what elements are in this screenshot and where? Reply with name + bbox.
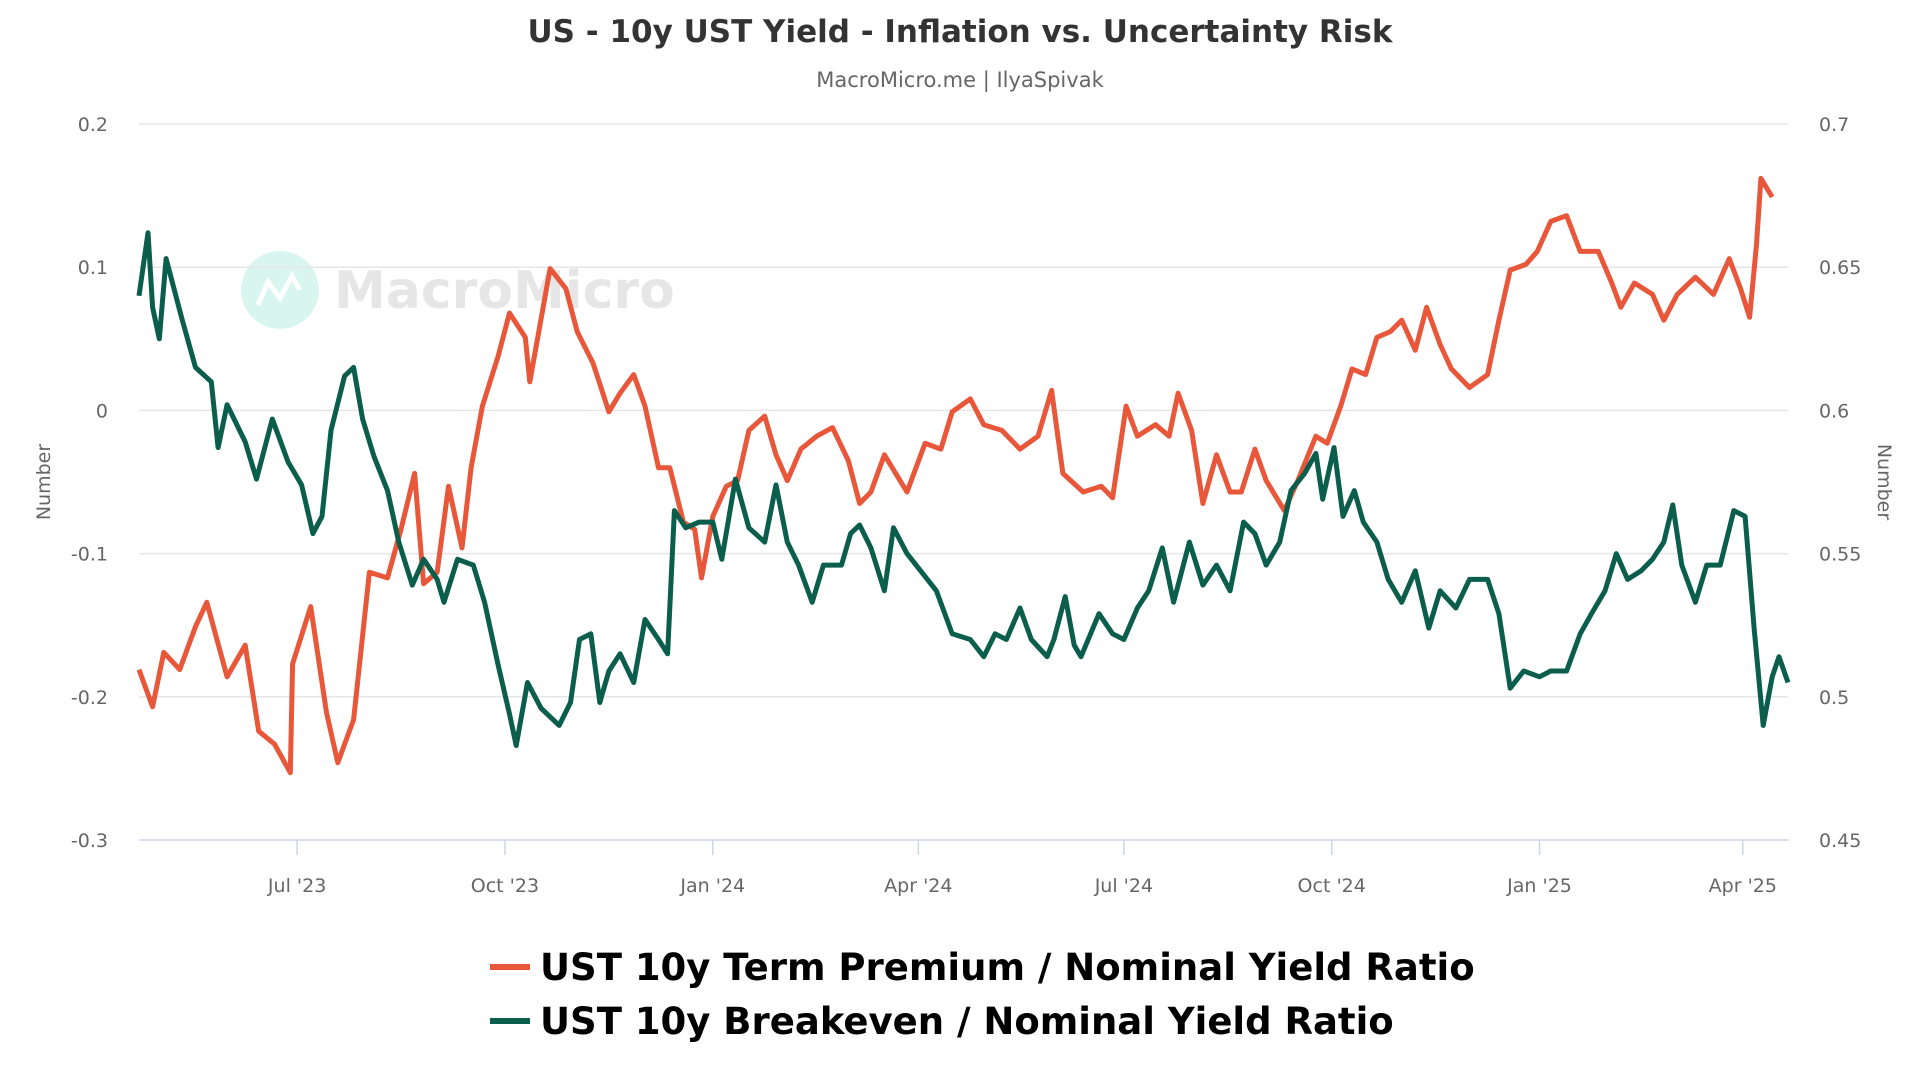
- y-axis-right-title: Number: [1873, 444, 1895, 521]
- y-left-tick-label: -0.2: [71, 687, 108, 709]
- legend-swatch-term-premium: [490, 964, 530, 970]
- y-right-tick-label: 0.45: [1819, 830, 1861, 852]
- y-left-tick-label: -0.3: [71, 830, 108, 852]
- legend: UST 10y Term Premium / Nominal Yield Rat…: [490, 940, 1475, 1048]
- legend-swatch-breakeven: [490, 1018, 530, 1024]
- y-right-tick-label: 0.7: [1819, 114, 1849, 136]
- series-line-term-premium: [136, 175, 1775, 776]
- x-tick-label: Jul '24: [1094, 875, 1153, 897]
- x-tick-label: Jan '25: [1506, 875, 1572, 897]
- x-tick-label: Jan '24: [679, 875, 745, 897]
- y-left-tick-label: 0: [96, 400, 108, 422]
- legend-item-breakeven[interactable]: UST 10y Breakeven / Nominal Yield Ratio: [490, 994, 1475, 1048]
- chart-subtitle: MacroMicro.me | IlyaSpivak: [816, 68, 1104, 92]
- legend-label-breakeven: UST 10y Breakeven / Nominal Yield Ratio: [540, 999, 1394, 1043]
- legend-label-term-premium: UST 10y Term Premium / Nominal Yield Rat…: [540, 945, 1475, 989]
- y-right-tick-label: 0.6: [1819, 400, 1849, 422]
- watermark-logo-glyph: [255, 270, 303, 306]
- y-left-tick-label: -0.1: [71, 544, 108, 566]
- x-tick-label: Oct '23: [471, 875, 539, 897]
- y-right-tick-label: 0.55: [1819, 544, 1861, 566]
- x-tick-label: Apr '25: [1709, 875, 1777, 897]
- chart-title: US - 10y UST Yield - Inflation vs. Uncer…: [527, 14, 1393, 50]
- y-right-tick-label: 0.65: [1819, 257, 1861, 279]
- y-left-tick-label: 0.2: [78, 114, 108, 136]
- watermark-logo-icon: [241, 251, 319, 329]
- x-tick-label: Jul '23: [267, 875, 326, 897]
- x-tick-label: Oct '24: [1298, 875, 1366, 897]
- y-right-tick-label: 0.5: [1819, 687, 1849, 709]
- y-left-tick-label: 0.1: [78, 257, 108, 279]
- watermark-text: MacroMicro: [334, 261, 675, 321]
- series-line-breakeven: [136, 230, 1791, 748]
- legend-item-term-premium[interactable]: UST 10y Term Premium / Nominal Yield Rat…: [490, 940, 1475, 994]
- x-tick-label: Apr '24: [884, 875, 952, 897]
- macromicro-watermark-logo: MacroMicro: [241, 251, 675, 329]
- y-axis-left-title: Number: [33, 444, 55, 521]
